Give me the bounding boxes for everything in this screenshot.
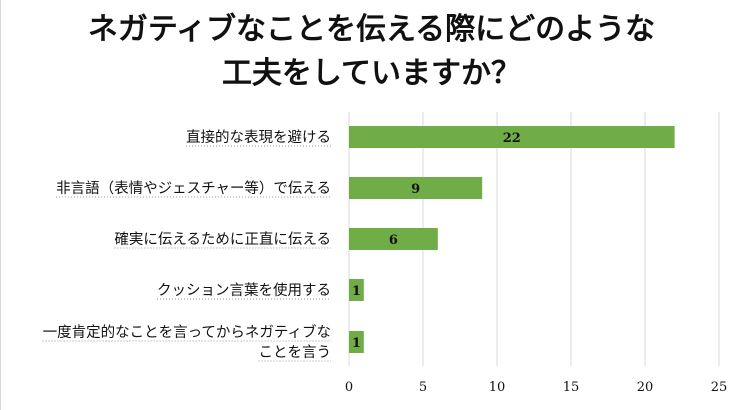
bar-2 — [349, 228, 438, 250]
x-tick-label-3: 15 — [563, 380, 580, 395]
data-label-3: 1 — [352, 284, 361, 299]
chart-title: ネガティブなことを伝える際にどのような 工夫をしていますか？ — [0, 8, 743, 96]
chart-title-line-2: 工夫をしていますか？ — [221, 56, 522, 91]
data-label-2: 6 — [389, 233, 398, 248]
x-tick-label-2: 10 — [489, 380, 506, 395]
chart-title-line-1: ネガティブなことを伝える際にどのような — [87, 12, 656, 47]
x-tick-label-5: 25 — [711, 380, 728, 395]
category-label-4-1: ことを言う — [259, 344, 332, 361]
bar-4 — [349, 331, 364, 353]
chart-frame-edge — [0, 0, 1, 410]
category-label-2-0: 確実に伝えるために正直に伝える — [114, 231, 331, 248]
bar-0 — [349, 126, 675, 148]
bar-3 — [349, 279, 364, 301]
category-label-3-0: クッション言葉を使用する — [157, 282, 331, 299]
category-label-4-0: 一度肯定的なことを言ってからネガティブな — [43, 323, 331, 341]
x-tick-label-4: 20 — [637, 380, 654, 395]
data-label-1: 9 — [411, 182, 420, 197]
data-label-0: 22 — [503, 131, 521, 146]
category-label-0-0: 直接的な表現を避ける — [186, 129, 331, 146]
x-tick-label-1: 5 — [419, 380, 427, 395]
bar-1 — [349, 177, 483, 199]
category-label-1-0: 非言語（表情やジェスチャー等）で伝える — [56, 179, 331, 197]
data-label-4: 1 — [352, 336, 361, 351]
x-tick-label-0: 0 — [345, 380, 353, 395]
